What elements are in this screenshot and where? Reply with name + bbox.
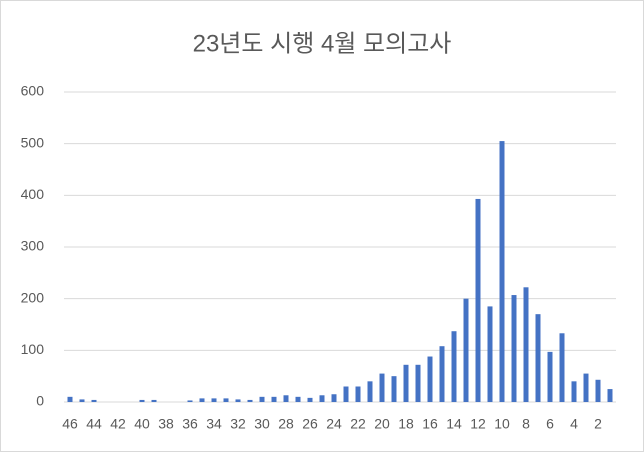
x-tick-label: 2: [594, 416, 602, 432]
bar: [199, 398, 205, 402]
bar: [547, 351, 553, 402]
bar: [499, 141, 505, 403]
x-tick-label: 32: [230, 416, 246, 432]
bar: [463, 298, 469, 402]
chart-title: 23년도 시행 4월 모의고사: [193, 30, 452, 57]
bar: [319, 395, 325, 402]
bar: [427, 356, 433, 402]
x-tick-label: 4: [570, 416, 578, 432]
x-tick-label: 26: [302, 416, 318, 432]
x-tick-label: 40: [134, 416, 150, 432]
bar: [331, 394, 337, 402]
bar: [595, 379, 601, 402]
y-tick-label: 100: [21, 341, 45, 357]
bar: [355, 386, 361, 402]
y-tick-label: 300: [21, 238, 45, 254]
x-tick-label: 8: [522, 416, 530, 432]
y-tick-label: 0: [36, 393, 44, 409]
bar: [283, 395, 289, 402]
bar: [523, 287, 529, 402]
bar: [439, 346, 445, 402]
bar: [67, 396, 73, 402]
x-tick-label: 42: [110, 416, 126, 432]
bar: [79, 399, 85, 402]
bar: [139, 399, 145, 402]
bar: [91, 399, 97, 402]
bar: [343, 386, 349, 402]
bar: [211, 398, 217, 402]
x-tick-label: 28: [278, 416, 294, 432]
x-tick-label: 22: [350, 416, 366, 432]
bar: [559, 333, 565, 402]
x-tick-label: 6: [546, 416, 554, 432]
bar: [151, 399, 157, 402]
y-tick-label: 400: [21, 186, 45, 202]
bar: [235, 399, 241, 402]
y-tick-label: 500: [21, 134, 45, 150]
bar: [223, 398, 229, 402]
y-tick-label: 200: [21, 289, 45, 305]
x-tick-label: 38: [158, 416, 174, 432]
bar: [187, 400, 193, 402]
bar: [415, 364, 421, 402]
bar: [307, 397, 313, 402]
x-tick-label: 14: [446, 416, 462, 432]
x-tick-label: 12: [470, 416, 486, 432]
bar: [247, 399, 253, 402]
bar: [391, 376, 397, 402]
bar: [511, 295, 517, 402]
bar: [535, 314, 541, 402]
bar: [379, 373, 385, 402]
bar: [475, 198, 481, 402]
x-tick-label: 24: [326, 416, 342, 432]
x-tick-label: 18: [398, 416, 414, 432]
x-tick-label: 30: [254, 416, 270, 432]
bar: [571, 381, 577, 402]
x-tick-label: 46: [62, 416, 78, 432]
x-tick-label: 44: [86, 416, 102, 432]
bar: [367, 381, 373, 402]
bar: [487, 306, 493, 402]
bar: [403, 364, 409, 402]
y-tick-label: 600: [21, 83, 45, 99]
x-tick-label: 34: [206, 416, 222, 432]
bar: [583, 373, 589, 402]
x-tick-label: 16: [422, 416, 438, 432]
x-tick-label: 10: [494, 416, 510, 432]
bar: [271, 396, 277, 402]
bar: [295, 396, 301, 402]
bar: [451, 331, 457, 402]
x-tick-label: 36: [182, 416, 198, 432]
bar: [259, 396, 265, 402]
bar: [607, 389, 613, 402]
x-tick-label: 20: [374, 416, 390, 432]
